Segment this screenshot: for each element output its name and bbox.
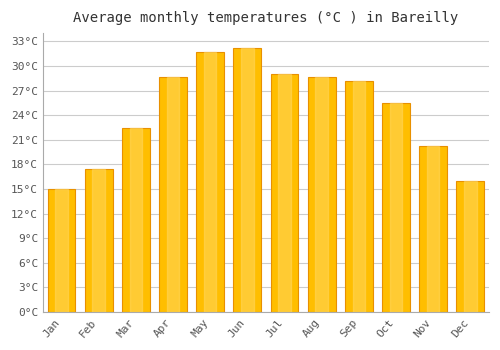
Bar [48, 189, 76, 312]
Bar [352, 81, 365, 312]
Title: Average monthly temperatures (°C ) in Bareilly: Average monthly temperatures (°C ) in Ba… [74, 11, 458, 25]
Bar [85, 169, 112, 312]
Bar [316, 77, 328, 312]
Bar [382, 103, 410, 312]
Bar [456, 181, 484, 312]
Bar [204, 52, 216, 312]
Bar [464, 181, 476, 312]
Bar [419, 146, 447, 312]
Bar [56, 189, 68, 312]
Bar [122, 127, 150, 312]
Bar [427, 146, 440, 312]
Bar [390, 103, 402, 312]
Bar [159, 77, 187, 312]
Bar [196, 52, 224, 312]
Bar [345, 81, 373, 312]
Bar [308, 77, 336, 312]
Bar [241, 48, 254, 312]
Bar [130, 127, 142, 312]
Bar [167, 77, 179, 312]
Bar [278, 74, 291, 312]
Bar [234, 48, 262, 312]
Bar [92, 169, 105, 312]
Bar [270, 74, 298, 312]
